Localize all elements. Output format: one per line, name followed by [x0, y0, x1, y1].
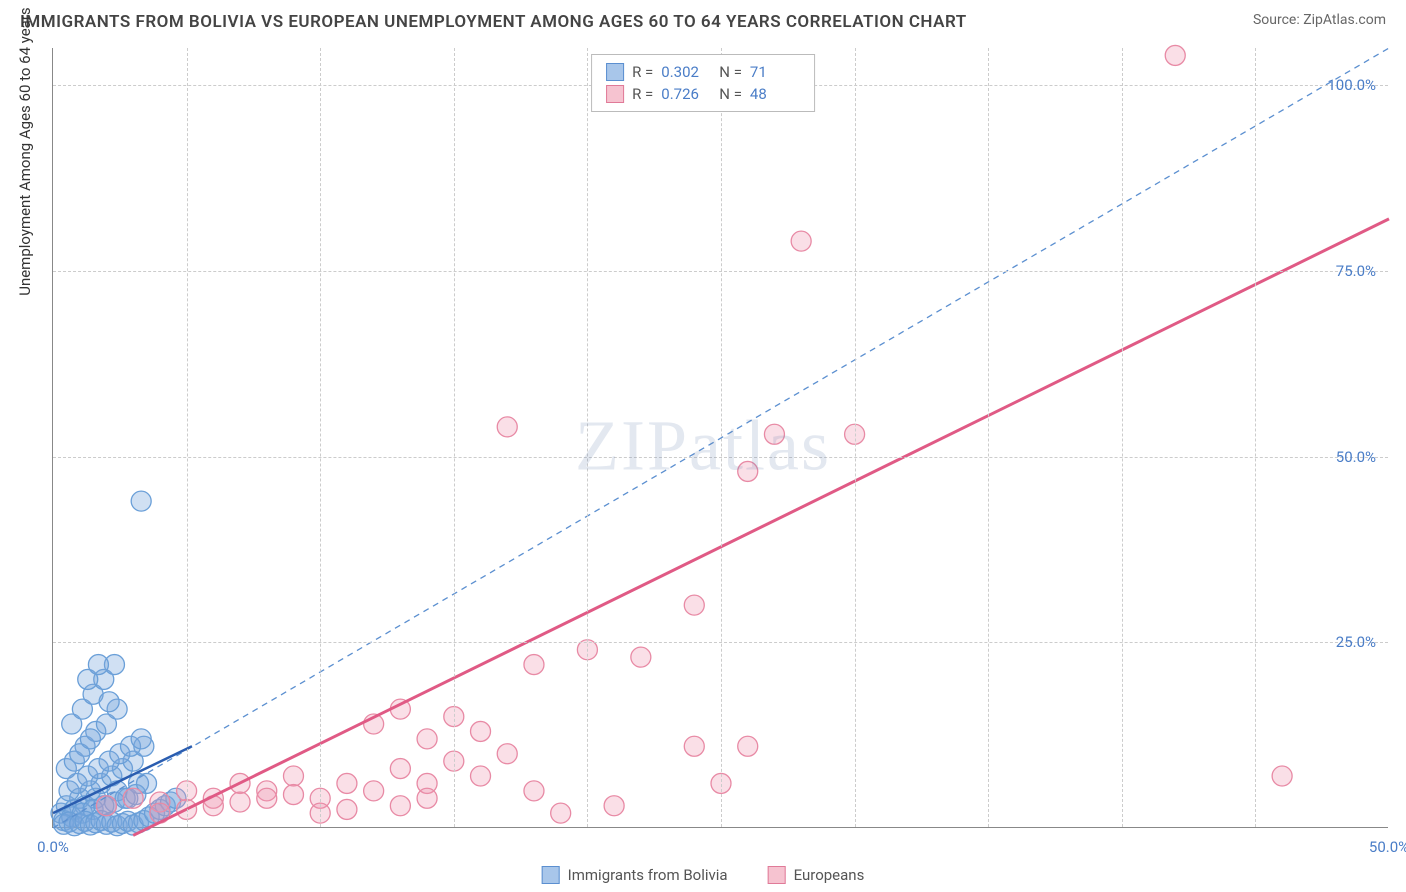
- trend-line: [133, 219, 1389, 836]
- scatter-point: [791, 231, 811, 251]
- scatter-point: [99, 692, 119, 712]
- scatter-point: [80, 729, 100, 749]
- scatter-point: [604, 796, 624, 816]
- scatter-point: [390, 759, 410, 779]
- legend-label: Immigrants from Bolivia: [568, 866, 728, 884]
- gridline-v: [454, 48, 455, 827]
- legend-stats-row: R = 0.302 N = 71: [606, 61, 800, 83]
- gridline-v: [855, 48, 856, 827]
- y-tick-label: 100.0%: [1327, 76, 1376, 94]
- stat-n-value: 71: [750, 63, 800, 81]
- scatter-point: [257, 788, 277, 808]
- scatter-point: [390, 796, 410, 816]
- scatter-point: [337, 773, 357, 793]
- scatter-point: [524, 655, 544, 675]
- legend-bottom: Immigrants from Bolivia Europeans: [542, 866, 865, 884]
- legend-item: Immigrants from Bolivia: [542, 866, 728, 884]
- scatter-point: [230, 792, 250, 812]
- scatter-point: [551, 803, 571, 823]
- scatter-point: [684, 736, 704, 756]
- legend-item: Europeans: [768, 866, 865, 884]
- scatter-point: [1165, 45, 1185, 65]
- x-tick-label: 50.0%: [1369, 838, 1406, 856]
- scatter-point: [738, 736, 758, 756]
- gridline-v: [187, 48, 188, 827]
- legend-stats-box: R = 0.302 N = 71 R = 0.726 N = 48: [591, 54, 815, 112]
- scatter-point: [364, 781, 384, 801]
- stat-n-value: 48: [750, 85, 800, 103]
- scatter-point: [417, 729, 437, 749]
- scatter-point: [96, 796, 116, 816]
- y-axis-title: Unemployment Among Ages 60 to 64 years: [16, 7, 34, 295]
- legend-swatch: [606, 63, 624, 81]
- scatter-point: [471, 721, 491, 741]
- y-tick-label: 75.0%: [1336, 262, 1376, 280]
- scatter-point: [1272, 766, 1292, 786]
- scatter-point: [417, 788, 437, 808]
- chart-title: IMMIGRANTS FROM BOLIVIA VS EUROPEAN UNEM…: [20, 12, 967, 32]
- stat-r-value: 0.726: [661, 85, 711, 103]
- scatter-point: [684, 595, 704, 615]
- stat-r-value: 0.302: [661, 63, 711, 81]
- scatter-point: [88, 655, 108, 675]
- scatter-point: [123, 788, 143, 808]
- gridline-v: [320, 48, 321, 827]
- legend-swatch: [542, 866, 560, 884]
- gridline-v: [721, 48, 722, 827]
- plot-area: 25.0%50.0%75.0%100.0%0.0%50.0%: [52, 48, 1388, 828]
- scatter-point: [631, 647, 651, 667]
- scatter-point: [471, 766, 491, 786]
- x-tick-label: 0.0%: [37, 838, 69, 856]
- scatter-point: [131, 729, 151, 749]
- legend-swatch: [768, 866, 786, 884]
- gridline-v: [1255, 48, 1256, 827]
- legend-label: Europeans: [794, 866, 865, 884]
- gridline-v: [1122, 48, 1123, 827]
- stat-r-label: R =: [632, 63, 653, 81]
- y-tick-label: 50.0%: [1336, 448, 1376, 466]
- stat-n-label: N =: [719, 63, 742, 81]
- stat-r-label: R =: [632, 85, 653, 103]
- scatter-point: [131, 491, 151, 511]
- scatter-point: [497, 744, 517, 764]
- legend-swatch: [606, 85, 624, 103]
- gridline-v: [988, 48, 989, 827]
- stat-n-label: N =: [719, 85, 742, 103]
- scatter-point: [283, 785, 303, 805]
- chart-header: IMMIGRANTS FROM BOLIVIA VS EUROPEAN UNEM…: [0, 0, 1406, 40]
- legend-stats-row: R = 0.726 N = 48: [606, 83, 800, 105]
- scatter-point: [283, 766, 303, 786]
- scatter-point: [738, 461, 758, 481]
- scatter-point: [764, 424, 784, 444]
- scatter-point: [524, 781, 544, 801]
- source-label: Source: ZipAtlas.com: [1253, 12, 1386, 28]
- gridline-v: [587, 48, 588, 827]
- scatter-point: [337, 799, 357, 819]
- scatter-point: [497, 417, 517, 437]
- y-tick-label: 25.0%: [1336, 633, 1376, 651]
